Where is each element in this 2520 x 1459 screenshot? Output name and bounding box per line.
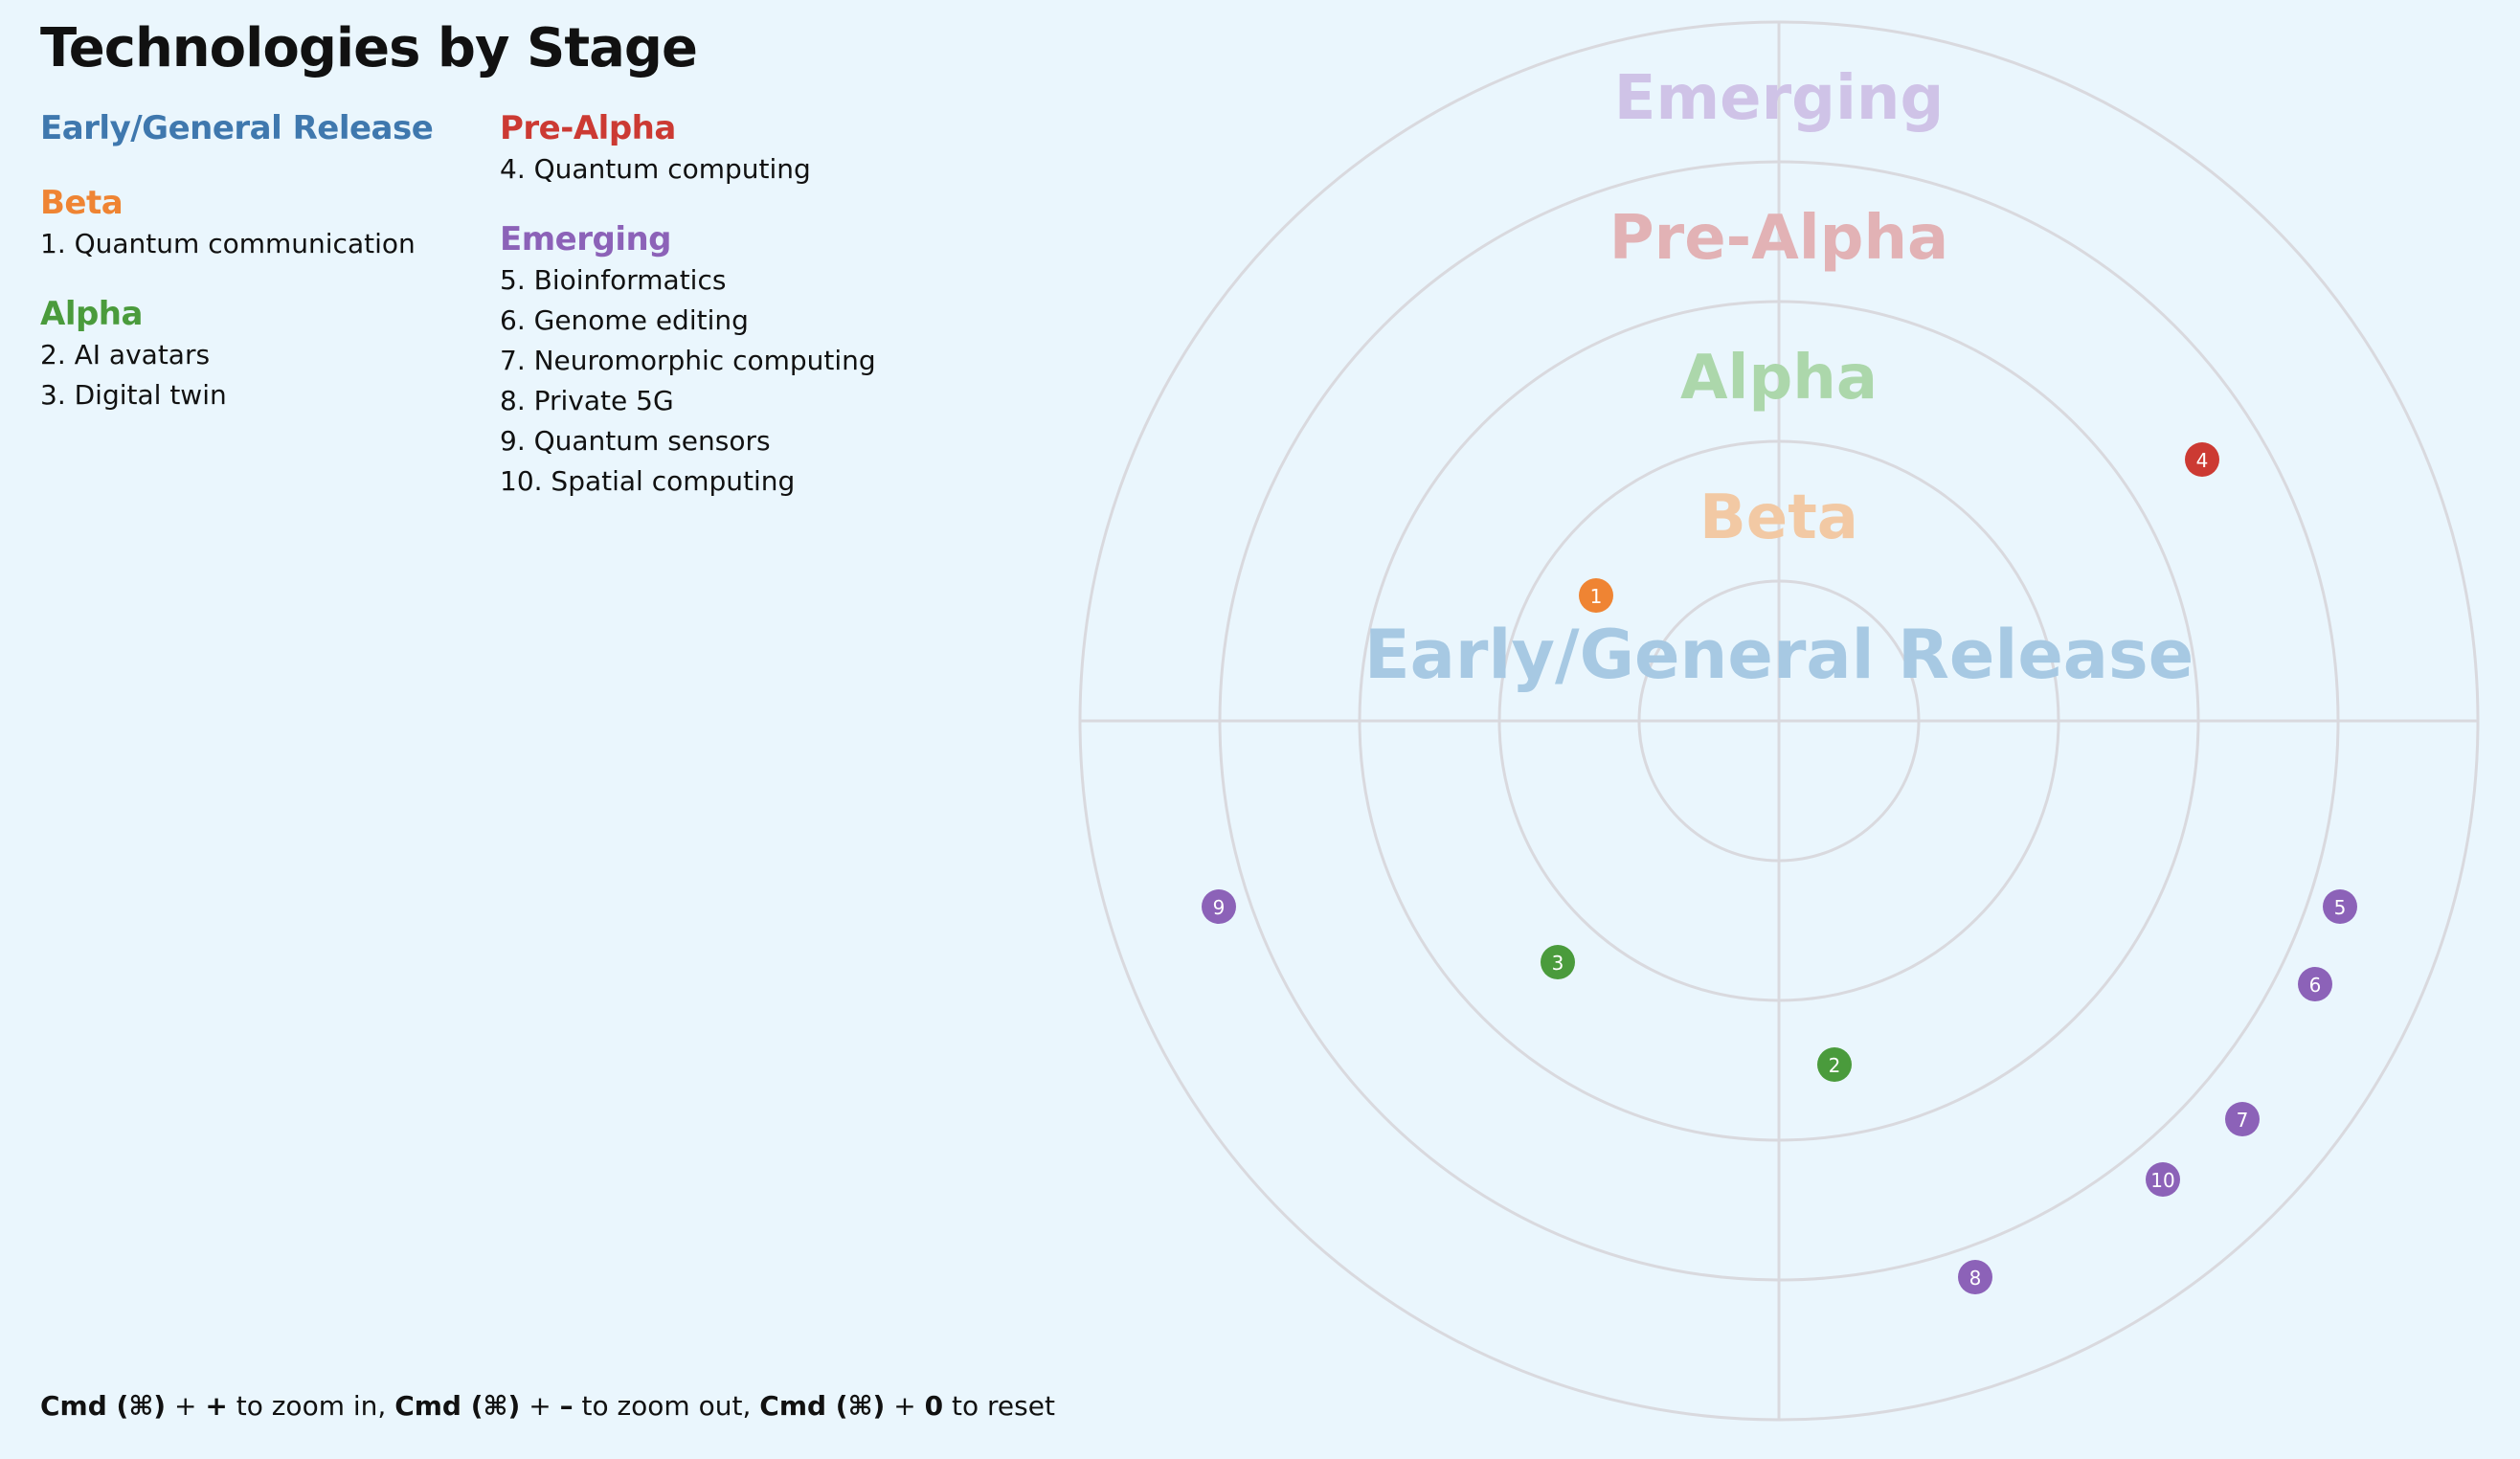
legend-item: 7. Neuromorphic computing bbox=[500, 345, 876, 376]
marker-number: 4 bbox=[2196, 449, 2209, 472]
legend-heading-alpha: Alpha bbox=[40, 295, 143, 333]
marker-dot bbox=[2185, 442, 2219, 477]
zoom-out-keys: Cmd (⌘) bbox=[394, 1390, 521, 1422]
reset-text: to reset bbox=[943, 1390, 1055, 1422]
marker-4[interactable]: 4 bbox=[2185, 442, 2219, 477]
marker-number: 7 bbox=[2237, 1109, 2249, 1132]
marker-number: 6 bbox=[2309, 974, 2322, 997]
page-title: Technologies by Stage bbox=[40, 17, 698, 79]
zoom-out-text: to zoom out, bbox=[573, 1390, 760, 1422]
reset-symbol: 0 bbox=[924, 1390, 944, 1422]
legend-item: 4. Quantum computing bbox=[500, 153, 811, 185]
ring-label-beta: Beta bbox=[1699, 483, 1858, 553]
legend-item: 8. Private 5G bbox=[500, 385, 674, 416]
legend-item: 9. Quantum sensors bbox=[500, 425, 771, 457]
legend-group-early: Early/General Release bbox=[40, 107, 434, 149]
ring-label-prealpha: Pre-Alpha bbox=[1609, 203, 1948, 274]
legend-heading-emerging: Emerging bbox=[500, 220, 672, 258]
marker-number: 2 bbox=[1829, 1054, 1841, 1077]
legend-item: 5. Bioinformatics bbox=[500, 264, 727, 296]
marker-number: 9 bbox=[1213, 896, 1226, 919]
marker-dot bbox=[1958, 1260, 1992, 1294]
legend-column-left: Early/General Release Beta 1. Quantum comm… bbox=[40, 107, 434, 444]
marker-number: 5 bbox=[2334, 896, 2347, 919]
legend-item: 3. Digital twin bbox=[40, 379, 227, 411]
legend-item: 1. Quantum communication bbox=[40, 228, 416, 259]
marker-6[interactable]: 6 bbox=[2298, 967, 2332, 1001]
legend-item: 10. Spatial computing bbox=[500, 465, 796, 497]
marker-2[interactable]: 2 bbox=[1817, 1047, 1852, 1082]
marker-dot bbox=[1579, 578, 1613, 613]
marker-number: 8 bbox=[1969, 1267, 1982, 1290]
marker-8[interactable]: 8 bbox=[1958, 1260, 1992, 1294]
marker-number: 1 bbox=[1590, 585, 1603, 608]
zoom-out-symbol: – bbox=[559, 1390, 574, 1422]
marker-dot bbox=[1202, 889, 1236, 924]
marker-number: 3 bbox=[1552, 952, 1564, 975]
marker-5[interactable]: 5 bbox=[2323, 889, 2357, 924]
ring-label-early: Early/General Release bbox=[1364, 616, 2194, 694]
legend-column-right: Pre-Alpha 4. Quantum computing Emerging 5. … bbox=[500, 107, 876, 530]
marker-number: 10 bbox=[2150, 1169, 2174, 1192]
legend-group-emerging: Emerging 5. Bioinformatics 6. Genome editi… bbox=[500, 218, 876, 502]
marker-1[interactable]: 1 bbox=[1579, 578, 1613, 613]
legend-group-beta: Beta 1. Quantum communication bbox=[40, 182, 433, 264]
zoom-in-text: to zoom in, bbox=[227, 1390, 395, 1422]
marker-9[interactable]: 9 bbox=[1202, 889, 1236, 924]
legend-heading-early: Early/General Release bbox=[40, 109, 434, 147]
zoom-in-keys: Cmd (⌘) bbox=[40, 1390, 167, 1422]
legend-group-prealpha: Pre-Alpha 4. Quantum computing bbox=[500, 107, 876, 190]
marker-dot bbox=[2146, 1162, 2180, 1197]
reset-keys: Cmd (⌘) bbox=[759, 1390, 886, 1422]
plus-sign: + bbox=[520, 1390, 560, 1422]
marker-7[interactable]: 7 bbox=[2225, 1102, 2260, 1136]
marker-dot bbox=[1541, 945, 1575, 979]
ring-label-alpha: Alpha bbox=[1680, 343, 1878, 414]
zoom-help-text: Cmd (⌘) + + to zoom in, Cmd (⌘) + – to z… bbox=[40, 1390, 1055, 1422]
marker-dot bbox=[2323, 889, 2357, 924]
marker-dot bbox=[1817, 1047, 1852, 1082]
legend-group-alpha: Alpha 2. AI avatars 3. Digital twin bbox=[40, 293, 433, 415]
legend-item: 6. Genome editing bbox=[500, 304, 749, 336]
ring-label-emerging: Emerging bbox=[1614, 63, 1945, 134]
marker-dot bbox=[2225, 1102, 2260, 1136]
marker-dot bbox=[2298, 967, 2332, 1001]
plus-sign: + bbox=[885, 1390, 925, 1422]
marker-10[interactable]: 10 bbox=[2146, 1162, 2180, 1197]
legend-item: 2. AI avatars bbox=[40, 339, 211, 370]
marker-3[interactable]: 3 bbox=[1541, 945, 1575, 979]
plus-sign: + bbox=[166, 1390, 206, 1422]
zoom-in-symbol: + bbox=[205, 1390, 228, 1422]
legend-heading-beta: Beta bbox=[40, 184, 124, 222]
legend-heading-prealpha: Pre-Alpha bbox=[500, 109, 676, 147]
